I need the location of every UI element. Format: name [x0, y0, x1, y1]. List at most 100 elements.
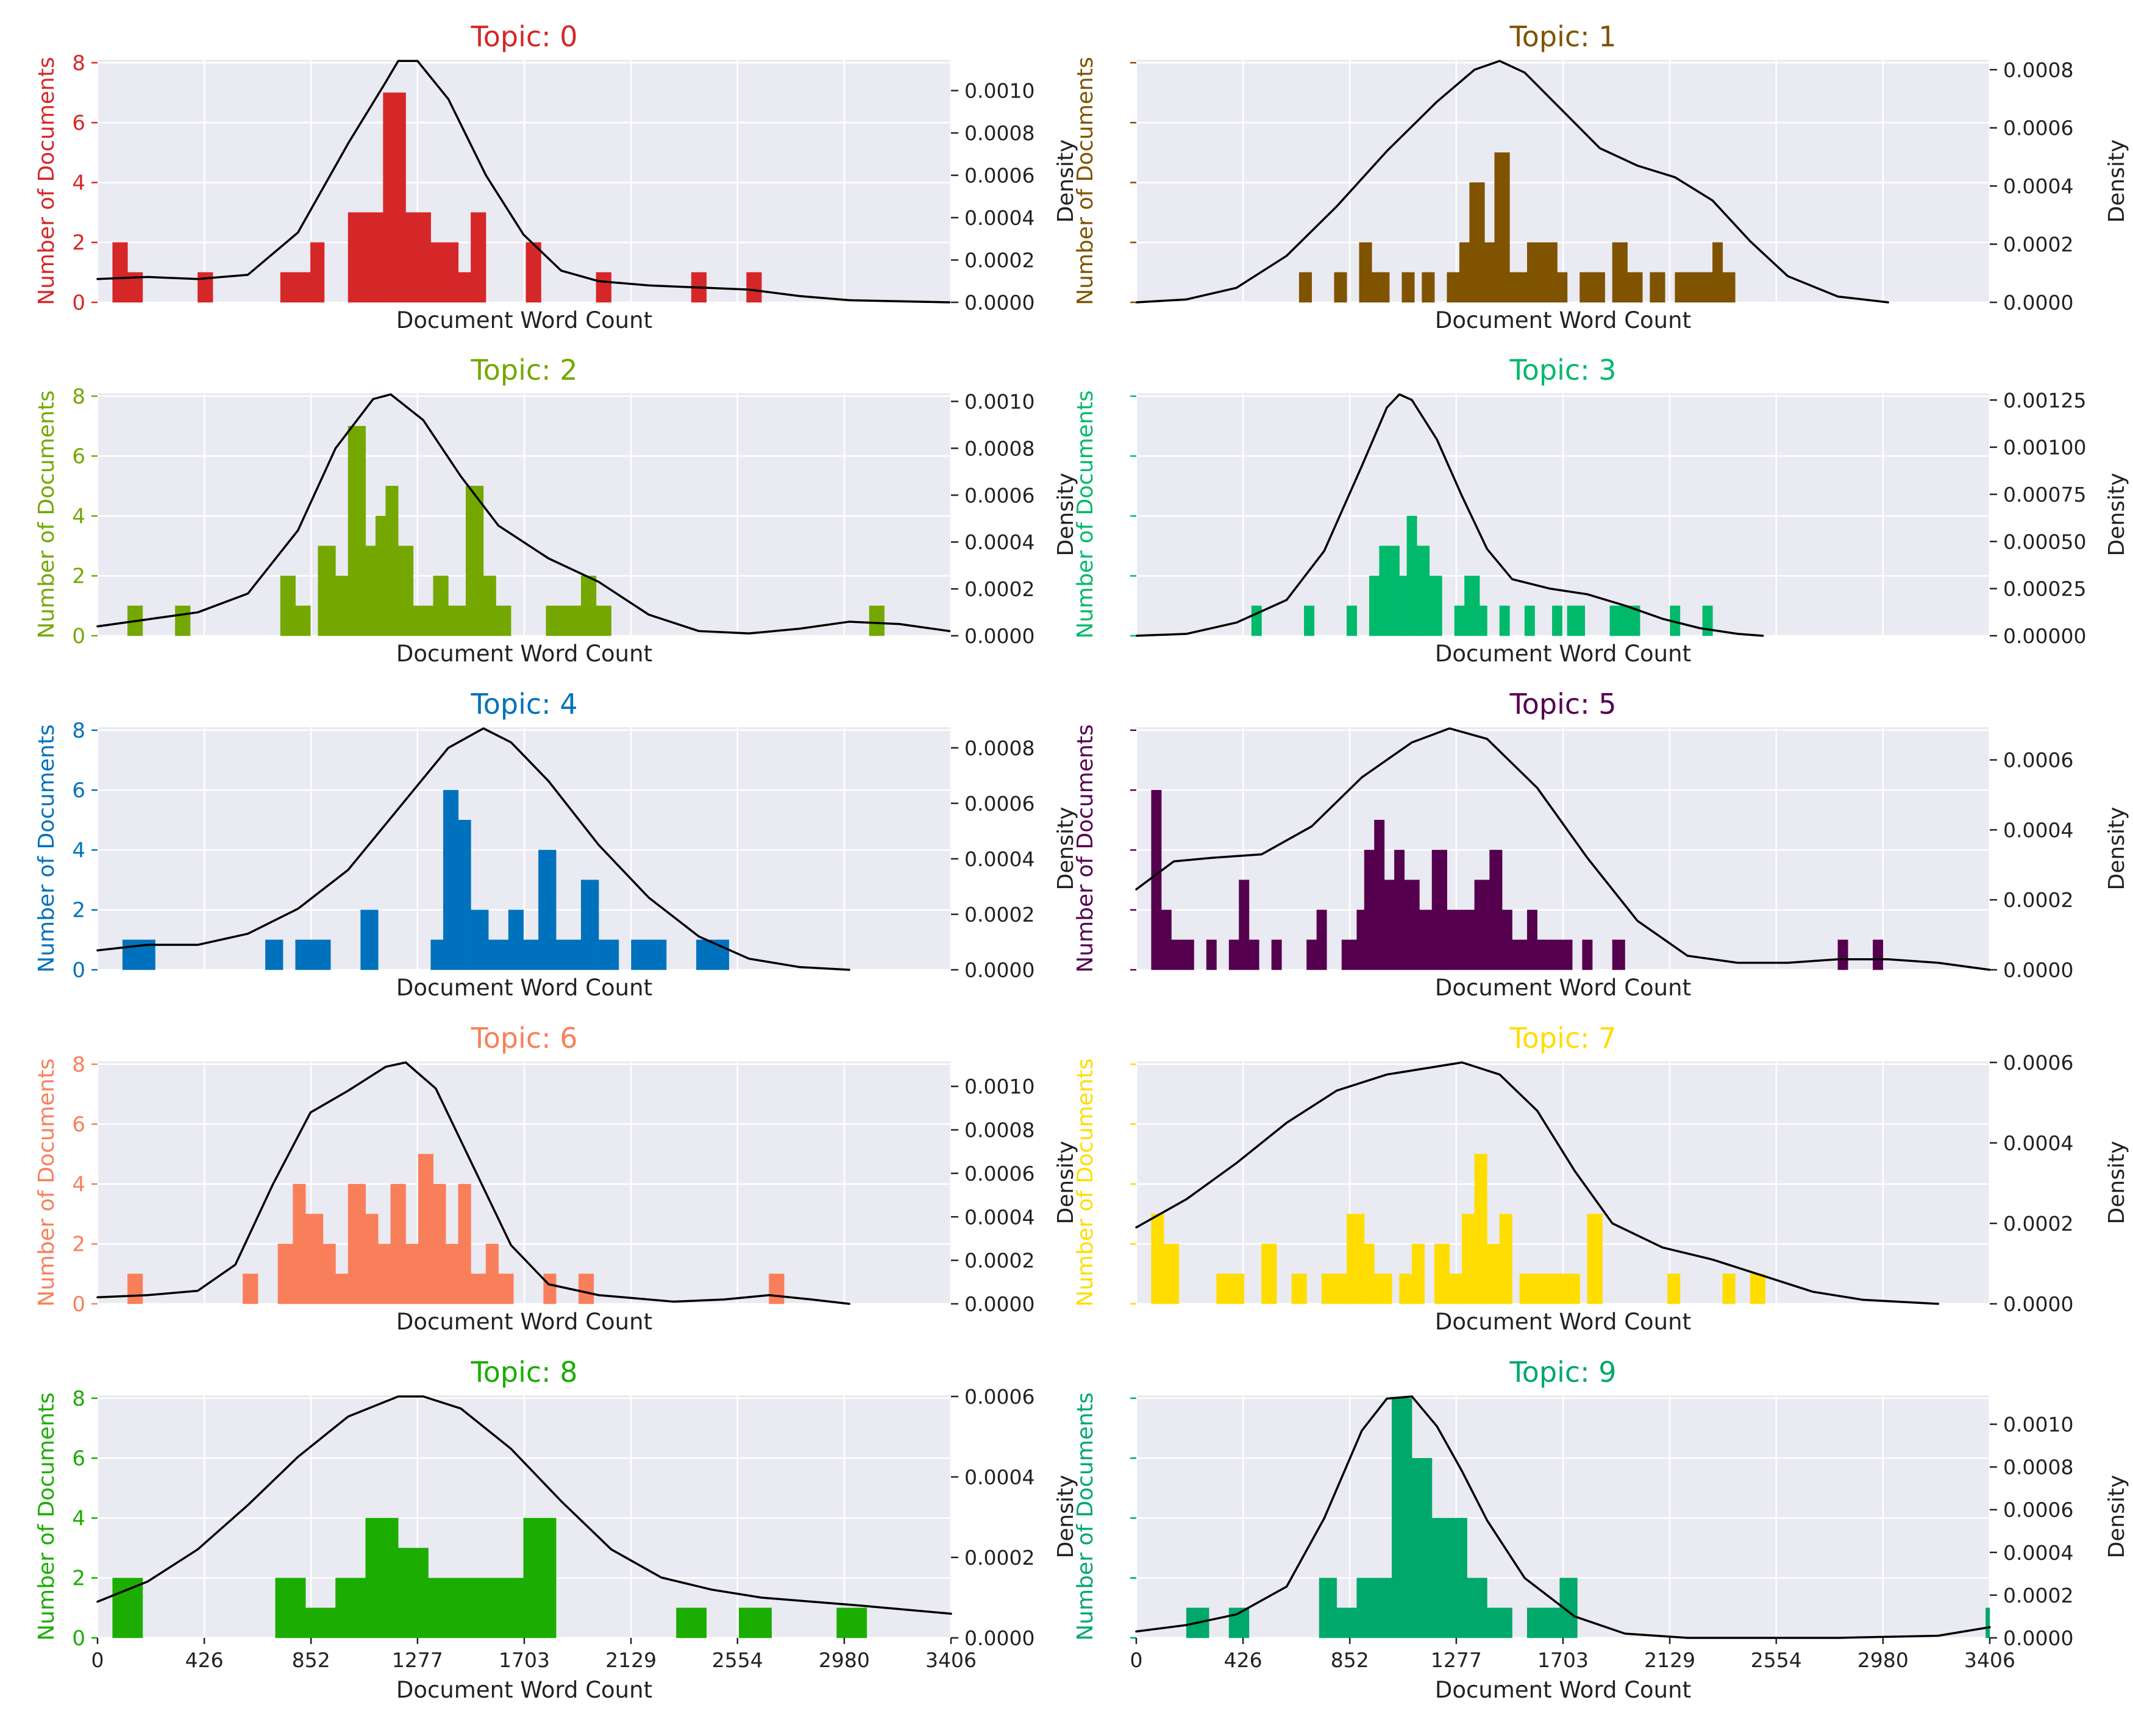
- histogram-bar: [598, 939, 619, 970]
- density-tick-label: 0.0000: [964, 958, 1034, 982]
- chart-panel-topic-2: Topic: 2 Number of Documents 0 2 4 6 8 0.0000 0.…: [34, 354, 1078, 667]
- y-tick-label: 0: [72, 1292, 85, 1317]
- histogram-bar: [485, 1243, 499, 1304]
- histogram-bar: [365, 546, 376, 636]
- histogram-bar: [1411, 1243, 1425, 1304]
- y-axis-label-right: Density: [2104, 473, 2129, 557]
- density-tick-label: 0.0000: [2003, 291, 2073, 315]
- y-tick-label: 6: [72, 111, 85, 135]
- histogram-bar: [1431, 850, 1447, 970]
- histogram-bar: [1334, 272, 1347, 303]
- histogram-bar: [318, 546, 336, 636]
- histogram-bar: [471, 212, 486, 303]
- x-tick-label: 3406: [925, 1648, 977, 1672]
- y-tick-label: 2: [72, 231, 85, 255]
- histogram-bar: [1364, 850, 1375, 970]
- histogram-bar: [365, 1214, 379, 1304]
- y-tick-label: 8: [72, 719, 85, 743]
- density-tick-label: 0.0002: [2003, 1212, 2073, 1236]
- y-axis-label-right: Density: [2104, 140, 2129, 223]
- histogram-bar: [1557, 939, 1573, 970]
- histogram-bar: [596, 605, 611, 636]
- density-tick-label: 0.0000: [964, 291, 1034, 315]
- histogram-bar: [1228, 939, 1239, 970]
- density-tick-label: 0.0008: [964, 736, 1034, 760]
- histogram-bar: [1216, 1273, 1244, 1304]
- density-curve: [1135, 60, 1889, 304]
- histogram-bar: [1374, 1273, 1392, 1304]
- histogram-bar: [1151, 789, 1162, 970]
- density-tick-label: 0.0000: [964, 624, 1034, 648]
- density-tick-label: 0.0004: [964, 1465, 1034, 1489]
- y-tick-label: 4: [72, 838, 85, 863]
- y-tick-label: 2: [72, 1233, 85, 1257]
- histogram-bar: [458, 272, 471, 303]
- density-tick-label: 0.0006: [2003, 749, 2073, 772]
- y-axis-label-left: Number of Documents: [1073, 57, 1098, 305]
- histogram-bar: [1394, 850, 1405, 970]
- histogram-bar: [347, 425, 366, 636]
- histogram-bar: [305, 1214, 324, 1304]
- histogram-bar: [1447, 272, 1460, 303]
- histogram-bar: [1359, 242, 1372, 303]
- histogram-bar: [360, 909, 379, 970]
- density-tick-label: 0.0002: [964, 903, 1034, 927]
- histogram-bar: [483, 575, 496, 636]
- histogram-bar: [581, 575, 597, 636]
- density-tick-label: 0.0006: [964, 792, 1034, 816]
- chart-title: Topic: 7: [1509, 1022, 1616, 1055]
- histogram-bar: [1429, 575, 1442, 636]
- density-tick-label: 0.0002: [964, 1249, 1034, 1273]
- chart-panel-topic-6: Topic: 6 Number of Documents 0 2 4 6 8 0.0000 0.…: [34, 1022, 1078, 1335]
- density-tick-label: 0.00025: [2003, 577, 2086, 601]
- histogram-bar: [280, 575, 296, 636]
- density-tick-label: 0.0010: [2003, 1413, 2073, 1437]
- histogram-bar: [1722, 1273, 1736, 1304]
- density-curve: [1135, 1395, 1991, 1639]
- histogram-bar: [390, 1184, 406, 1304]
- histogram-bar: [1474, 1154, 1487, 1304]
- density-curve: [1135, 393, 1764, 637]
- density-tick-label: 0.00125: [2003, 388, 2086, 412]
- y-axis-label-left: Number of Documents: [1073, 724, 1098, 972]
- histogram-bar: [1501, 909, 1512, 970]
- chart-title: Topic: 6: [470, 1022, 577, 1055]
- histogram-bar: [538, 850, 557, 970]
- histogram-bar: [322, 1243, 336, 1304]
- histogram-bar: [836, 1607, 867, 1638]
- histogram-bar: [525, 242, 541, 303]
- histogram-bar: [1985, 1607, 1990, 1638]
- density-tick-label: 0.0010: [964, 390, 1034, 414]
- histogram-bar: [1462, 909, 1475, 970]
- x-axis-label: Document Word Count: [1435, 1677, 1691, 1703]
- density-tick-label: 0.0004: [2003, 1131, 2073, 1155]
- chart-title: Topic: 1: [1509, 20, 1616, 53]
- chart-title: Topic: 3: [1509, 354, 1616, 386]
- histogram-bar: [198, 272, 213, 303]
- density-tick-label: 0.0000: [964, 1292, 1034, 1316]
- histogram-bar: [1399, 1273, 1412, 1304]
- x-tick-label: 0: [1130, 1648, 1143, 1672]
- histogram-bar: [1526, 1607, 1560, 1638]
- x-axis-label: Document Word Count: [396, 307, 652, 333]
- density-curve: [96, 727, 850, 971]
- histogram-bar: [448, 605, 466, 636]
- histogram-bar: [335, 1578, 366, 1638]
- density-tick-label: 0.0000: [964, 1626, 1034, 1650]
- histogram-bar: [1411, 1457, 1433, 1638]
- histogram-bar: [1392, 1398, 1412, 1638]
- histogram-bar: [1462, 1214, 1475, 1304]
- density-curve: [96, 393, 951, 635]
- histogram-bar: [1469, 182, 1485, 303]
- histogram-bar: [1306, 939, 1317, 970]
- x-tick-label: 852: [292, 1648, 330, 1672]
- histogram-bar: [127, 1273, 143, 1304]
- y-tick-label: 2: [72, 898, 85, 923]
- y-tick-label: 2: [72, 1567, 85, 1591]
- histogram-bar: [1417, 546, 1430, 636]
- x-tick-label: 852: [1331, 1648, 1369, 1672]
- chart-panel-topic-7: Topic: 7 Number of Documents 0.0000 0.0002 0…: [1073, 1022, 2129, 1335]
- y-axis-label-right: Density: [2104, 1475, 2129, 1559]
- histogram-bar: [1399, 575, 1408, 636]
